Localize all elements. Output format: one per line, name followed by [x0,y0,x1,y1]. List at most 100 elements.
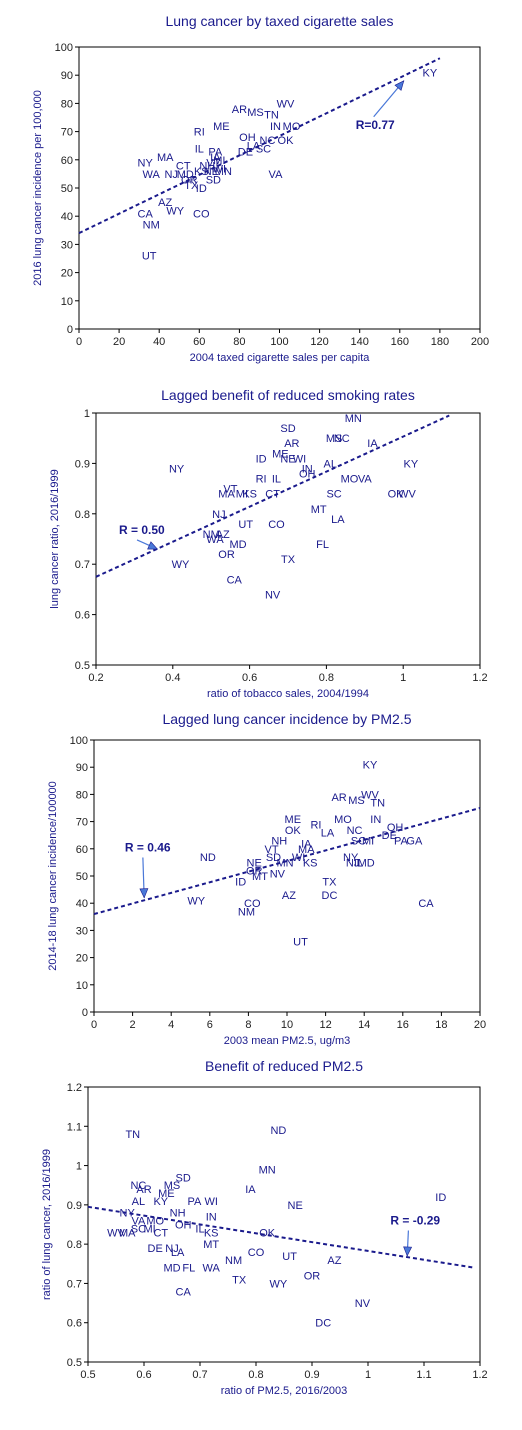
point-label-fl: FL [182,1263,195,1275]
point-label-ks: KS [194,166,209,178]
r-annotation: R=0.77 [356,118,395,132]
point-label-ne: NE [280,453,295,465]
y-tick-label: 70 [76,817,88,829]
y-tick-label: 0.6 [75,610,90,622]
point-label-md: MD [163,1263,180,1275]
point-label-nh: NH [271,836,287,848]
x-tick-label: 40 [153,336,165,348]
point-label-sd: SD [280,423,295,435]
point-label-mo: MO [334,814,352,826]
chart-title: Lagged benefit of reduced smoking rates [161,387,415,403]
y-tick-label: 1.1 [67,1121,82,1133]
point-label-il: IL [272,474,281,486]
point-label-la: LA [171,1247,185,1259]
point-label-wy: WY [166,206,184,218]
point-label-tn: TN [264,110,279,122]
point-label-wy: WY [172,559,190,571]
y-tick-label: 70 [61,127,73,139]
point-label-mn: MN [345,413,362,425]
point-label-ct: CT [153,1227,168,1239]
point-label-wv: WV [398,489,416,501]
point-label-nh: NH [170,1208,186,1220]
point-label-ne: NE [247,857,262,869]
point-label-co: CO [268,519,285,531]
point-label-va: VA [358,474,373,486]
point-label-il: IL [195,1223,204,1235]
point-label-ok: OK [285,825,302,837]
point-label-ct: CT [176,160,191,172]
y-tick-label: 20 [61,268,73,280]
x-tick-label: 1.1 [416,1369,431,1381]
y-tick-label: 40 [61,211,73,223]
point-label-wv: WV [107,1227,125,1239]
point-label-ia: IA [245,1184,256,1196]
point-label-vt: VT [206,158,220,170]
y-axis-label: lung cancer ratio, 2016/1999 [49,469,61,608]
point-label-wv: WV [361,789,379,801]
point-label-ct: CT [265,489,280,501]
x-tick-label: 1 [365,1369,371,1381]
x-axis-label: ratio of PM2.5, 2016/2003 [221,1385,348,1397]
x-axis-label: ratio of tobacco sales, 2004/1994 [207,688,369,700]
point-label-va: VA [269,169,284,181]
point-label-mt: MT [252,871,268,883]
point-label-co: CO [193,208,210,220]
point-label-or: OR [181,175,198,187]
point-label-az: AZ [282,890,296,902]
point-label-ri: RI [194,127,205,139]
y-tick-label: 0.5 [67,1357,82,1369]
point-label-tx: TX [322,876,337,888]
x-tick-label: 0.8 [319,672,334,684]
point-label-ny: NY [138,158,154,170]
point-label-wy: WY [187,895,205,907]
y-tick-label: 0 [67,324,73,336]
y-tick-label: 30 [76,925,88,937]
point-label-me: ME [272,448,289,460]
x-tick-label: 14 [358,1019,370,1031]
point-label-mi: MI [236,489,248,501]
point-label-wi: WI [292,852,305,864]
x-axis-label: 2004 taxed cigarette sales per capita [190,352,371,364]
y-tick-label: 0.7 [67,1278,82,1290]
point-label-ar: AR [136,1184,151,1196]
y-tick-label: 80 [76,789,88,801]
x-tick-label: 6 [207,1019,213,1031]
point-label-nm: NM [143,220,160,232]
y-tick-label: 0 [82,1007,88,1019]
point-label-me: ME [158,1188,175,1200]
point-label-la: LA [331,514,345,526]
point-label-sd: SD [266,852,281,864]
y-tick-label: 10 [76,980,88,992]
point-label-co: CO [248,1247,265,1259]
point-label-tx: TX [281,554,296,566]
point-label-nm: NM [203,529,220,541]
chart-2: Lagged benefit of reduced smoking rates 0… [49,387,488,700]
y-tick-label: 10 [61,296,73,308]
point-label-mi: MI [213,155,225,167]
point-label-oh: OH [299,468,316,480]
point-label-ok: OK [388,489,405,501]
point-label-oh: OH [387,822,404,834]
x-tick-label: 140 [351,336,369,348]
r-annotation: R = 0.46 [125,841,171,855]
x-tick-label: 1.2 [472,672,487,684]
y-tick-label: 90 [61,70,73,82]
point-label-ma: MA [157,152,174,164]
point-label-ia: IA [301,838,312,850]
point-label-sc: SC [351,836,366,848]
point-label-ms: MS [164,1180,181,1192]
point-label-in: IN [370,814,381,826]
chart-title: Lung cancer by taxed cigarette sales [165,13,393,29]
x-tick-label: 12 [319,1019,331,1031]
point-label-nv: NV [270,868,286,880]
point-label-nc: NC [347,825,363,837]
point-label-de: DE [382,830,397,842]
y-tick-label: 100 [70,735,88,747]
y-axis-label: 2014-18 lung cancer incidence/100000 [47,781,59,971]
x-tick-label: 1.2 [472,1369,487,1381]
annotation-arrowhead [147,541,159,550]
y-tick-label: 1.2 [67,1082,82,1094]
point-label-ma: MA [119,1227,136,1239]
y-tick-label: 90 [76,762,88,774]
point-label-mo: MO [283,121,301,133]
